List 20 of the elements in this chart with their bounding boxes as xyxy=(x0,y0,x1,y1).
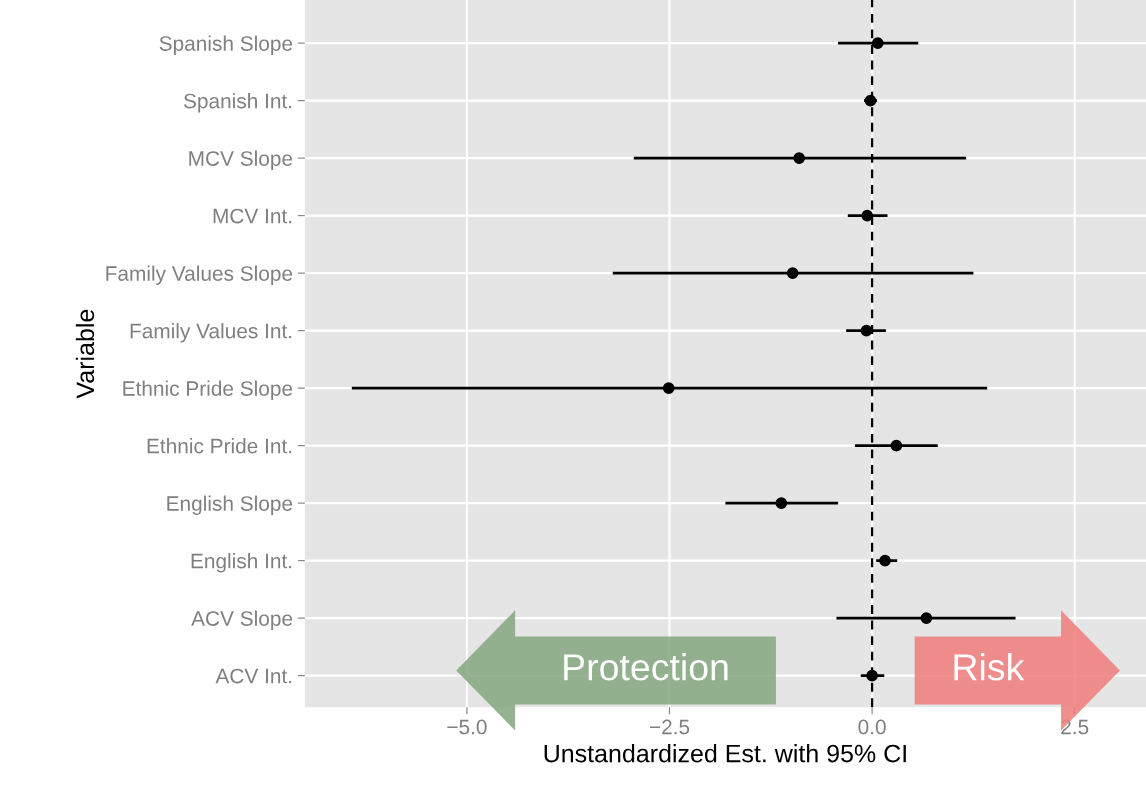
y-axis-title: Variable xyxy=(75,309,95,399)
x-tick-label: 2.5 xyxy=(1061,719,1089,735)
x-tick-label: −5.0 xyxy=(447,719,487,735)
y-tick-label: MCV Int. xyxy=(213,208,292,224)
y-tick-label: Spanish Int. xyxy=(183,93,292,113)
y-tick-label: ACV Int. xyxy=(215,668,292,684)
y-tick-label: Ethnic Pride Slope xyxy=(123,380,293,400)
y-tick-label: Spanish Slope xyxy=(159,35,293,55)
y-tick-label: ACV Slope xyxy=(191,610,293,630)
y-tick-label: Family Values Slope xyxy=(106,265,293,285)
y-tick-label: Ethnic Pride Int. xyxy=(147,438,292,454)
annotation: Protection xyxy=(564,653,728,681)
y-tick-label: Family Values Int. xyxy=(130,323,292,343)
x-tick-label: −2.5 xyxy=(649,719,690,735)
y-tick-label: MCV Slope xyxy=(189,150,293,170)
annotation: Risk xyxy=(954,653,1025,681)
y-tick-label: English Slope xyxy=(167,495,293,515)
x-tick-label: 0.0 xyxy=(858,719,886,735)
y-tick-label: English Int. xyxy=(191,553,292,573)
x-axis-title: Unstandardized Est. with 95% CI xyxy=(544,744,906,763)
